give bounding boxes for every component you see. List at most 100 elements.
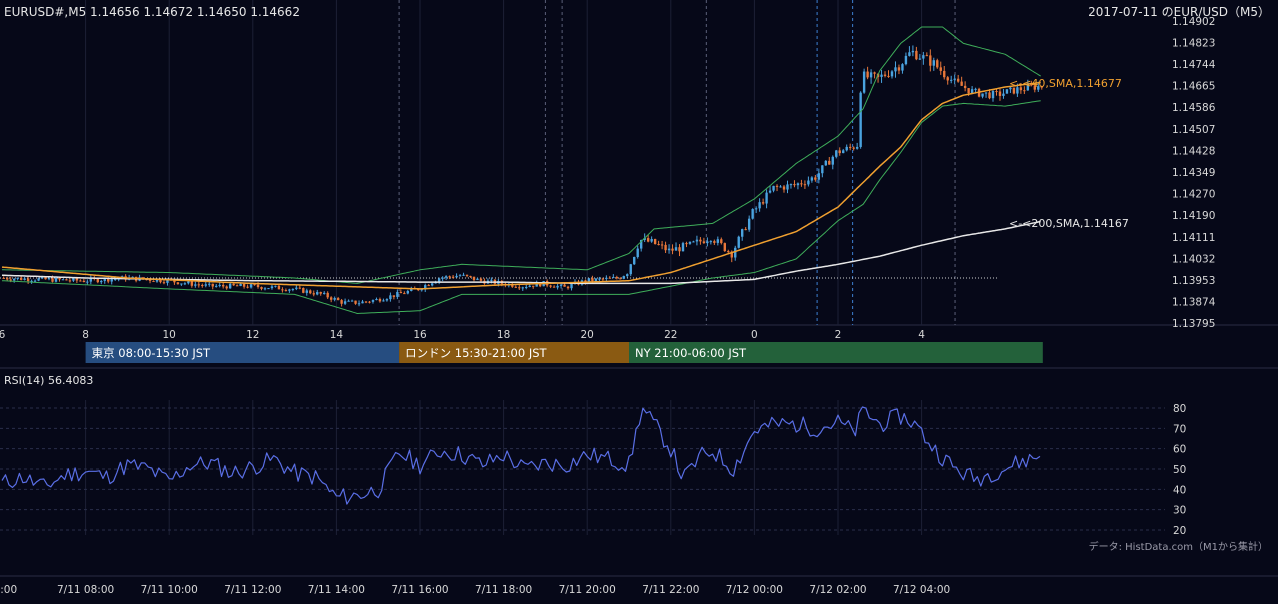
price-tick-label: 1.14507 [1172,124,1215,136]
candle-body [943,70,946,78]
candle-body [26,278,30,282]
candle-body [89,277,93,282]
candle-body [525,286,528,288]
candle-body [350,300,354,302]
candle-body [1037,86,1040,90]
price-tick-label: 1.14270 [1172,188,1215,200]
rsi-label: RSI(14) 56.4083 [4,374,93,387]
candle-body [685,243,688,245]
candle-body [559,284,563,286]
candle-body [518,287,521,289]
candle-body [859,92,862,147]
candle-body [368,301,371,303]
candle-body [427,285,430,287]
candle-body [984,92,988,94]
candle-body [657,244,660,246]
candle-body [68,280,72,282]
candle-body [960,81,963,86]
candle-body [295,287,298,289]
candle-body [734,247,737,258]
session-bar: 東京 08:00-15:30 JST ロンドン 15:30-21:00 JST NY… [85,342,1043,363]
candle-body [239,283,242,287]
candle-body [476,278,479,280]
candle-body [786,184,789,190]
hour-tick-label: 16 [413,329,427,341]
candle-body [720,239,723,244]
candle-body [343,301,347,304]
session-block [399,342,629,363]
candle-body [692,241,695,243]
candle-body [535,282,538,287]
price-tick-label: 1.13795 [1172,318,1215,330]
candle-body [511,283,514,287]
candle-body [723,243,726,252]
candle-body [890,71,894,77]
rsi-tick-label: 80 [1173,403,1186,415]
candle-body [469,275,472,277]
candle-body [587,278,591,282]
session-label: 東京 08:00-15:30 JST [92,346,211,360]
candle-body [678,247,681,252]
candle-body [61,279,65,281]
rsi-panel: 80 70 60 50 40 30 20 [0,403,1186,537]
candle-body [605,277,608,279]
candle-body [897,67,901,71]
candle-body [629,264,632,275]
hour-tick-label: 8 [82,329,89,341]
candle-body [166,279,169,283]
candle-body [828,160,831,165]
candle-body [953,78,956,80]
candle-body [591,278,594,282]
candle-body [768,190,772,193]
candle-body [709,241,713,243]
rsi-tick-label: 20 [1173,525,1186,537]
candle-body [639,240,643,249]
time-tick-label: 7/11 10:00 [141,584,198,596]
candle-body [389,295,392,300]
candle-body [643,238,646,241]
candle-body [702,241,706,244]
candle-body [103,278,106,281]
candle-body [114,278,117,280]
candle-body [570,283,573,289]
candle-body [761,202,765,204]
candle-body [814,177,817,180]
candle-body [378,299,382,302]
candle-body [309,290,312,294]
candle-body [911,50,915,53]
candle-body [646,238,650,242]
candle-body [956,78,960,82]
candle-body [479,278,483,281]
candle-body [650,239,653,242]
candle-body [741,229,744,237]
candle-body [838,150,841,154]
candle-body [406,290,410,294]
time-tick-label: 7/11 16:00 [391,584,448,596]
candle-body [532,285,535,287]
candle-body [54,277,58,282]
session-label: ロンドン 15:30-21:00 JST [405,346,547,360]
candle-body [235,285,239,287]
candle-body [894,67,897,72]
candle-body [1026,84,1030,91]
candle-body [176,282,180,285]
candle-body [75,278,79,281]
candle-body [862,71,866,93]
candle-body [744,229,747,231]
candle-body [615,277,619,279]
candle-body [699,239,702,242]
candle-body [730,251,733,258]
candle-body [974,88,977,90]
candle-body [444,276,448,278]
candle-body [357,303,361,305]
time-tick-label: 7/11 22:00 [642,584,699,596]
candle-body [737,236,740,248]
sma40-line [1,81,1041,290]
candle-body [396,291,399,297]
candle-body [437,278,441,282]
candle-body [988,92,991,99]
candle-body [291,288,295,290]
candle-body [86,281,89,283]
candle-body [622,276,625,279]
candle-body [225,286,228,289]
